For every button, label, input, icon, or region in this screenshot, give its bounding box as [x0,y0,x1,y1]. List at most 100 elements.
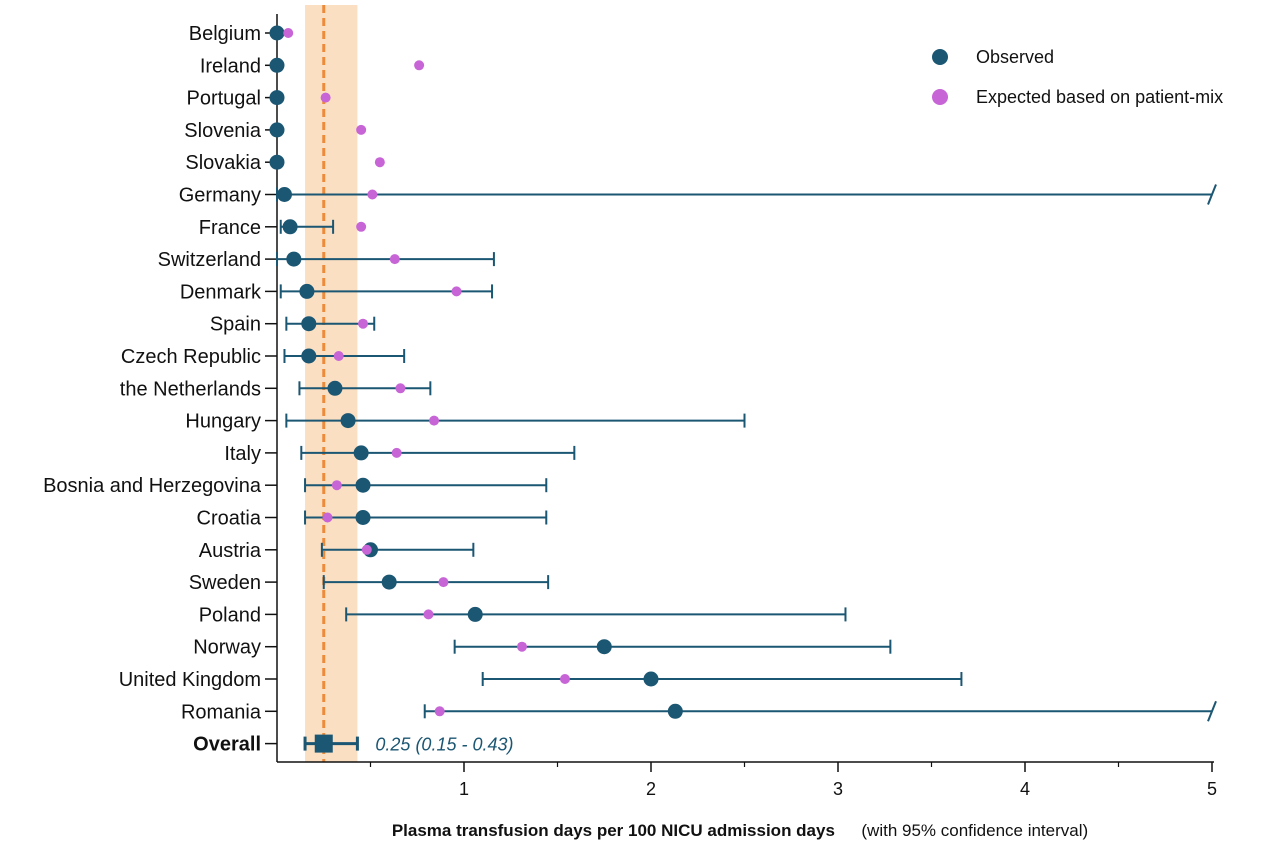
row-norway: Norway [193,637,892,659]
row-bosnia-and-herzegovina: Bosnia and Herzegovina [43,475,548,497]
observed-point [596,639,612,655]
observed-point [355,510,371,525]
row-switzerland: Switzerland [158,249,495,271]
row-hungary: Hungary [185,411,746,433]
legend-expected-marker [932,89,948,105]
observed-point [353,445,369,461]
observed-point [269,57,285,73]
country-label: Portugal [187,88,262,110]
ci-break-mark [1207,184,1217,205]
legend-observed-label: Observed [976,47,1054,67]
expected-point [559,674,570,684]
expected-point [283,28,294,38]
observed-point [269,90,285,106]
country-label: the Netherlands [120,378,261,400]
row-germany: Germany [179,184,1217,207]
expected-point [356,124,367,135]
x-axis-label: Plasma transfusion days per 100 NICU adm… [392,821,835,840]
expected-point [391,447,402,458]
country-label: Sweden [189,572,261,594]
country-label: Norway [193,637,261,659]
observed-point [467,606,483,622]
x-tick-label-3: 3 [833,779,843,799]
row-portugal: Portugal [187,88,331,110]
expected-point [451,286,462,297]
country-label: Romania [181,701,262,723]
country-label: Poland [199,604,261,626]
country-label: Bosnia and Herzegovina [43,475,262,497]
country-label: Hungary [185,411,261,433]
row-spain: Spain [210,314,376,336]
country-label: Overall [193,734,261,756]
expected-point [434,706,445,717]
row-austria: Austria [199,540,475,562]
expected-point [429,415,440,426]
country-label: Belgium [189,23,261,45]
observed-point [276,187,292,202]
row-poland: Poland [199,604,847,626]
row-united-kingdom: United Kingdom [119,669,963,691]
observed-point [286,251,302,267]
observed-point [269,154,285,170]
observed-point [327,380,343,396]
expected-point [389,254,400,265]
observed-point [381,574,397,590]
expected-point [320,92,331,103]
overall-marker [314,734,333,753]
observed-point [355,477,371,493]
observed-point [269,122,285,138]
expected-point [423,609,434,620]
row-belgium: Belgium [189,23,294,45]
country-label: United Kingdom [119,669,261,691]
country-label: Slovenia [184,120,262,142]
observed-point [299,283,315,299]
x-tick-label-5: 5 [1207,779,1217,799]
legend-expected-label: Expected based on patient-mix [976,87,1223,107]
expected-point [333,351,344,361]
row-italy: Italy [224,443,576,465]
row-slovakia: Slovakia [185,152,385,174]
x-axis-title: Plasma transfusion days per 100 NICU adm… [392,821,1088,840]
country-label: France [199,217,261,239]
country-label: Czech Republic [121,346,261,368]
observed-point [667,703,683,719]
country-label: Switzerland [158,249,261,271]
observed-point [301,316,317,332]
row-romania: Romania [181,700,1217,723]
expected-point [374,157,385,168]
x-tick-label-2: 2 [646,779,656,799]
row-france: France [199,217,367,239]
x-tick-label-1: 1 [459,779,469,799]
legend-observed-marker [932,49,948,65]
row-the-netherlands: the Netherlands [120,378,432,400]
expected-point [395,383,406,394]
expected-point [331,480,342,491]
overall-estimate-text: 0.25 (0.15 - 0.43) [375,735,513,755]
country-label: Denmark [180,281,262,303]
x-tick-label-4: 4 [1020,779,1030,799]
observed-point [301,348,317,364]
country-label: Spain [210,314,261,336]
row-czech-republic: Czech Republic [121,346,406,368]
expected-point [358,318,369,329]
row-denmark: Denmark [180,281,494,303]
row-slovenia: Slovenia [184,120,367,142]
row-sweden: Sweden [189,572,550,594]
observed-point [269,25,285,41]
expected-point [356,221,367,232]
country-label: Austria [199,540,262,562]
expected-point [361,544,372,555]
country-label: Ireland [200,55,261,77]
row-croatia: Croatia [197,508,548,530]
expected-point [438,577,449,588]
expected-point [367,189,378,200]
country-label: Slovakia [185,152,261,174]
expected-point [322,512,333,523]
ci-break-mark [1207,700,1217,722]
row-ireland: Ireland [200,55,425,77]
expected-point [414,60,425,71]
overall-row: Overall 0.25 (0.15 - 0.43) [193,734,513,756]
observed-point [282,219,298,235]
observed-point [340,413,356,429]
